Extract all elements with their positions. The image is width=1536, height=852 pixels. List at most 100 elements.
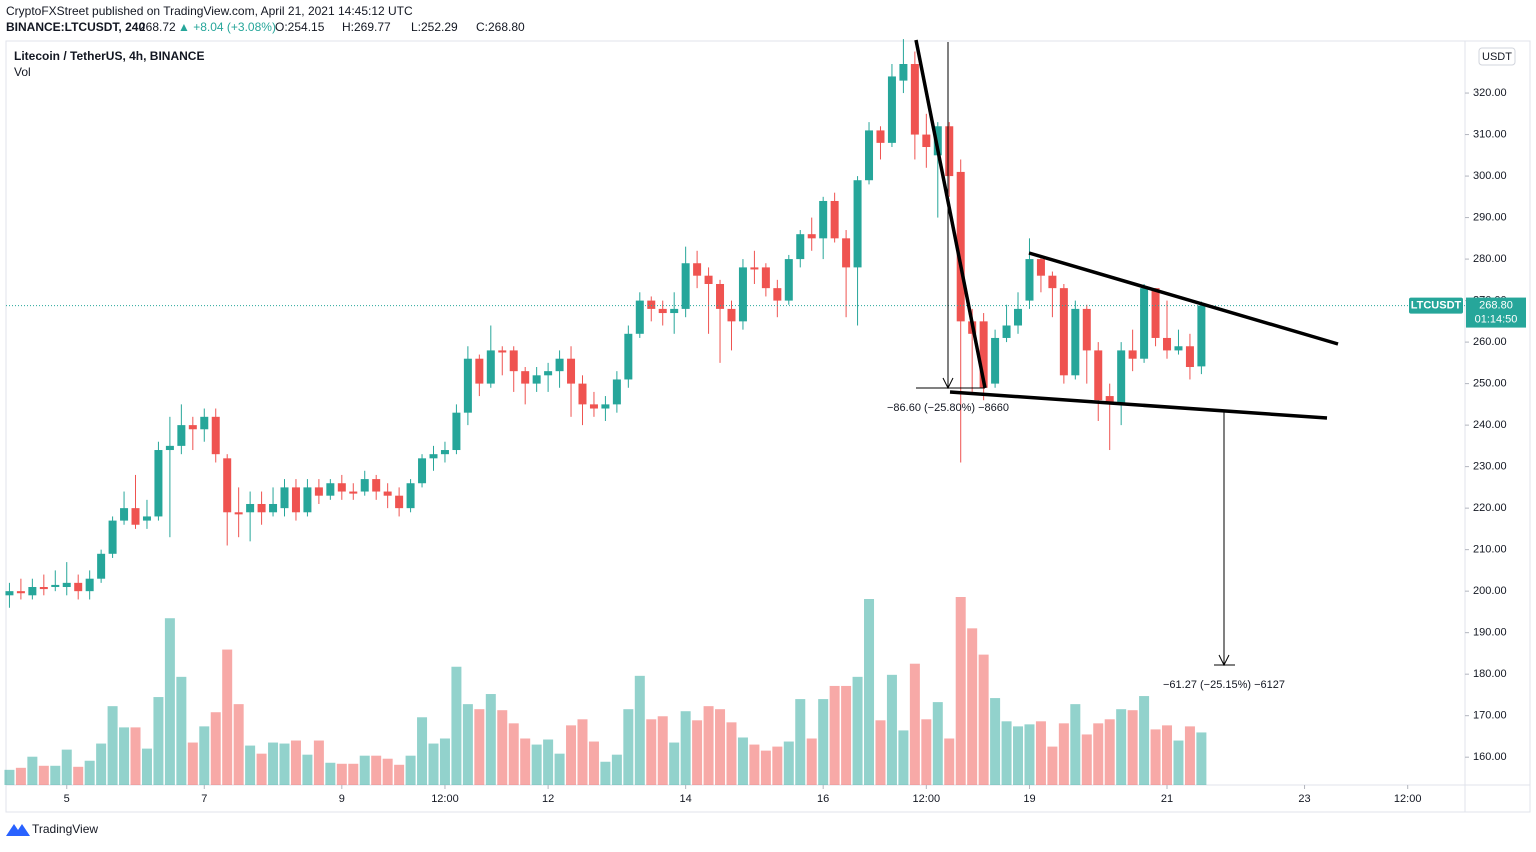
candle-body	[635, 300, 644, 334]
candle-body	[589, 404, 598, 409]
volume-bar	[451, 666, 462, 785]
volume-bar	[669, 742, 680, 785]
candle-body	[142, 516, 151, 521]
countdown: 01:14:50	[1475, 313, 1518, 325]
volume-bar	[1139, 696, 1150, 785]
volume-bar	[417, 717, 428, 785]
volume-bar	[336, 763, 347, 785]
candle-body	[1185, 346, 1194, 368]
volume-bar	[841, 685, 852, 785]
candle-body	[1105, 396, 1114, 405]
volume-bar	[1070, 704, 1081, 785]
y-tick-label: 260.00	[1473, 336, 1507, 348]
volume-bar	[1127, 710, 1138, 785]
volume-bar	[508, 723, 519, 785]
x-tick-label: 5	[64, 793, 70, 805]
volume-bar	[692, 720, 703, 785]
volume-bar	[554, 753, 565, 785]
volume-bar	[394, 764, 405, 785]
x-tick-label: 21	[1161, 793, 1173, 805]
volume-bar	[921, 719, 932, 785]
ohlc: H:269.77	[342, 20, 391, 34]
volume-bar	[600, 761, 611, 785]
volume-bar	[737, 737, 748, 785]
volume-bar	[1173, 740, 1184, 785]
y-tick-label: 170.00	[1473, 710, 1507, 722]
change-value: +8.04 (+3.08%)	[193, 20, 276, 34]
candle-body	[165, 445, 174, 451]
candle-body	[452, 412, 461, 451]
volume-bar	[875, 720, 886, 785]
y-tick-label: 310.00	[1473, 128, 1507, 140]
volume-bar	[1184, 726, 1195, 785]
candle-body	[865, 130, 874, 181]
volume-bar	[634, 675, 645, 785]
candle-body	[406, 483, 415, 509]
volume-bar	[405, 755, 416, 785]
volume-bar	[795, 699, 806, 785]
volume-bar	[646, 719, 657, 785]
volume-bar	[1196, 732, 1207, 785]
candle-body	[486, 350, 495, 384]
y-tick-label: 180.00	[1473, 668, 1507, 680]
candle-body	[349, 491, 358, 494]
x-tick-label: 12:00	[431, 793, 459, 805]
volume-bar	[955, 597, 966, 785]
chart-title: Litecoin / TetherUS, 4h, BINANCE	[14, 49, 204, 63]
candle-body	[108, 520, 117, 554]
candle-body	[1048, 275, 1057, 289]
last: 268.72	[139, 20, 176, 34]
candle-body	[383, 491, 392, 496]
volume-bar	[222, 649, 233, 785]
volume-bar	[359, 755, 370, 785]
candle-body	[1082, 308, 1091, 351]
y-tick-label: 160.00	[1473, 751, 1507, 763]
volume-bar	[130, 727, 141, 785]
volume-bar	[428, 743, 439, 785]
volume-bar	[1116, 709, 1127, 785]
candle-body	[922, 134, 931, 148]
currency-box[interactable]	[1478, 47, 1516, 66]
logo: TradingView	[6, 822, 98, 836]
candle-body	[39, 587, 48, 590]
volume-bar	[164, 618, 175, 785]
volume-bar	[96, 743, 107, 785]
candle-body	[51, 584, 60, 588]
symbol: BINANCE:LTCUSDT, 240	[6, 20, 145, 34]
candle-body	[842, 238, 851, 268]
price-label-box	[1466, 297, 1526, 328]
candle-body	[1025, 259, 1034, 301]
volume-bar	[852, 676, 863, 785]
candle-body	[819, 200, 828, 239]
volume-bar	[268, 742, 279, 785]
volume-bar	[313, 740, 324, 785]
candle-body	[223, 458, 232, 513]
candle-body	[234, 512, 243, 515]
volume-bar	[497, 710, 508, 785]
volume-bar	[73, 766, 84, 785]
volume-bar	[990, 698, 1001, 785]
volume-bar	[474, 709, 485, 785]
candle-body	[658, 308, 667, 314]
volume-bar	[932, 702, 943, 785]
candle-body	[555, 358, 564, 372]
volume-bar	[1104, 719, 1115, 785]
candle-body	[601, 404, 610, 409]
volume-bar	[967, 628, 978, 785]
volume-bar	[566, 725, 577, 785]
volume-bar	[245, 745, 256, 785]
volume-bar	[623, 709, 634, 785]
y-tick-label: 240.00	[1473, 419, 1507, 431]
x-tick-label: 12:00	[913, 793, 941, 805]
candle-body	[773, 288, 782, 301]
candle-body	[440, 450, 449, 455]
measure-arrow	[942, 377, 954, 390]
candle-body	[509, 350, 518, 372]
volume-bar	[588, 741, 599, 785]
volume-bar	[829, 685, 840, 785]
symbol-tag-box	[1409, 297, 1463, 314]
volume-bar	[806, 738, 817, 785]
x-tick-label: 7	[201, 793, 207, 805]
volume-bar	[1035, 721, 1046, 785]
